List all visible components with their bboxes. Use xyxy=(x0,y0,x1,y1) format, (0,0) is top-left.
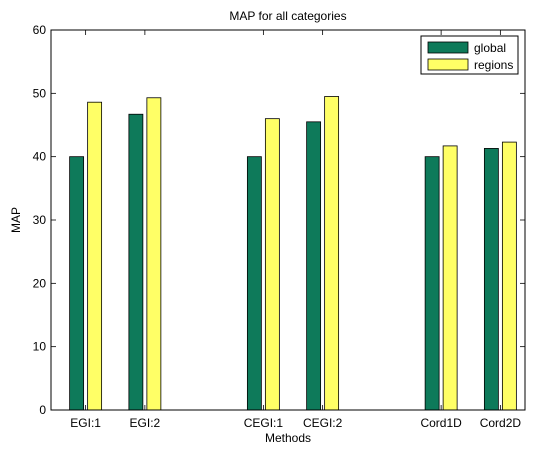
x-axis-label: Methods xyxy=(265,431,311,445)
y-tick-label: 40 xyxy=(33,150,47,164)
legend-label-global: global xyxy=(474,41,506,55)
x-tick-label: Cord2D xyxy=(480,416,522,430)
y-tick-label: 20 xyxy=(33,276,47,290)
axes-layer: EGI:1 EGI:2 CEGI:1 CEGI:2 Cord1D Cord2D 0 10 20 3… xyxy=(33,23,526,430)
y-tick-label: 50 xyxy=(33,86,47,100)
bars-layer xyxy=(69,96,517,411)
x-tick-label: EGI:1 xyxy=(70,416,101,430)
bar-regions-cegi-1 xyxy=(264,118,280,411)
x-tick-label: CEGI:2 xyxy=(303,416,343,430)
y-tick-label: 10 xyxy=(33,340,47,354)
bar-global-egi-2 xyxy=(128,113,144,411)
bar-global-cord2d xyxy=(483,148,499,411)
bar-global-cegi-1 xyxy=(246,156,262,411)
x-tick-label: CEGI:1 xyxy=(244,416,284,430)
x-tick-label: Cord1D xyxy=(420,416,462,430)
bar-regions-cord1d xyxy=(442,145,458,411)
x-tick-label: EGI:2 xyxy=(130,416,161,430)
y-axis-label: MAP xyxy=(9,207,23,233)
y-tick-label: 0 xyxy=(39,403,46,417)
legend-swatch-global xyxy=(427,41,469,54)
legend-label-regions: regions xyxy=(474,58,513,72)
legend-swatch-regions xyxy=(427,58,469,71)
y-tick-label: 60 xyxy=(33,23,47,37)
bar-global-cegi-2 xyxy=(306,121,322,411)
legend: global regions xyxy=(420,35,519,75)
y-tick-label: 30 xyxy=(33,213,47,227)
bar-regions-egi-1 xyxy=(87,101,103,411)
bar-global-cord1d xyxy=(424,156,440,411)
bar-regions-egi-2 xyxy=(146,97,162,411)
bar-global-egi-1 xyxy=(69,156,85,411)
bar-regions-cegi-2 xyxy=(324,96,340,411)
chart-title: MAP for all categories xyxy=(229,9,346,23)
bar-regions-cord2d xyxy=(501,141,517,411)
